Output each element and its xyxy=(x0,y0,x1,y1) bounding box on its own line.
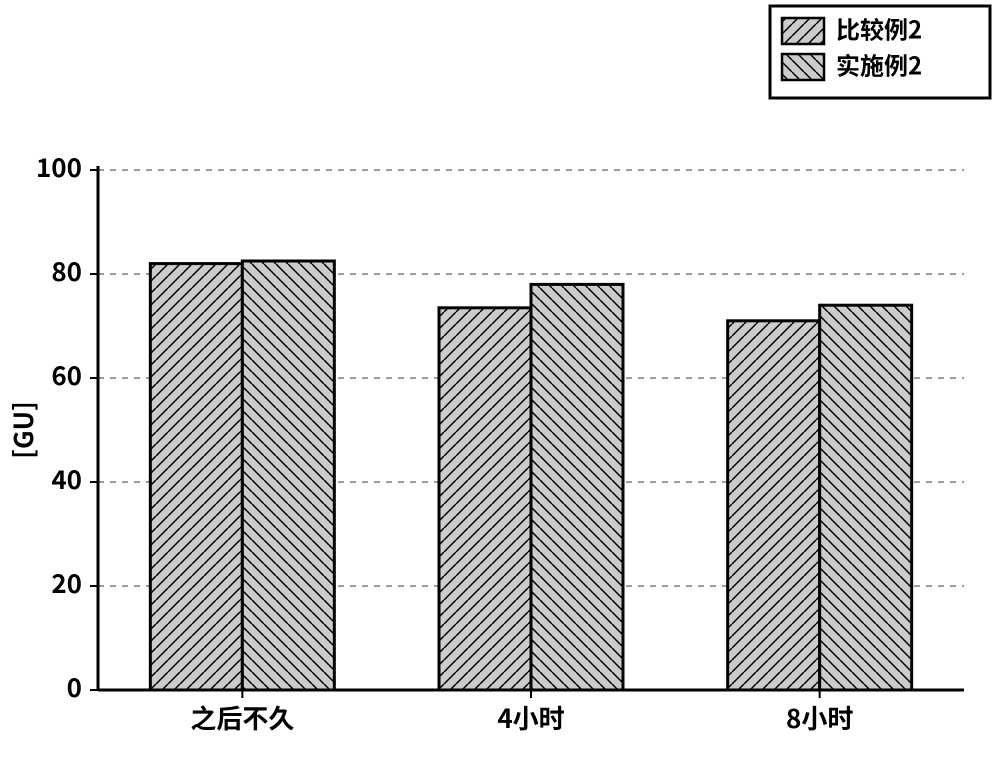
y-tick-label: 0 xyxy=(67,668,82,705)
bars xyxy=(150,261,911,690)
bar-chart: 0 20 40 60 80 100 [GU] 之后不久 4小时 8小时 比较例2实施例2 xyxy=(0,0,1000,766)
bar xyxy=(439,308,531,690)
legend-swatch xyxy=(782,54,824,80)
x-tick-label: 8小时 xyxy=(786,699,853,736)
legend-label: 比较例2 xyxy=(836,10,922,45)
legend: 比较例2实施例2 xyxy=(770,6,990,98)
y-tick-label: 60 xyxy=(51,356,82,393)
y-tick-label: 40 xyxy=(51,460,82,497)
bar xyxy=(820,305,912,690)
x-tick-label: 4小时 xyxy=(497,699,564,736)
bar xyxy=(531,284,623,690)
y-tick-label: 100 xyxy=(36,148,82,185)
legend-swatch xyxy=(782,18,824,44)
y-tick-label: 20 xyxy=(51,564,82,601)
x-tick-label: 之后不久 xyxy=(190,699,294,736)
bar xyxy=(242,261,334,690)
bar xyxy=(150,264,242,690)
legend-label: 实施例2 xyxy=(836,46,922,81)
bar xyxy=(728,321,820,690)
y-tick-label: 80 xyxy=(51,252,82,289)
y-axis-label: [GU] xyxy=(4,401,41,459)
